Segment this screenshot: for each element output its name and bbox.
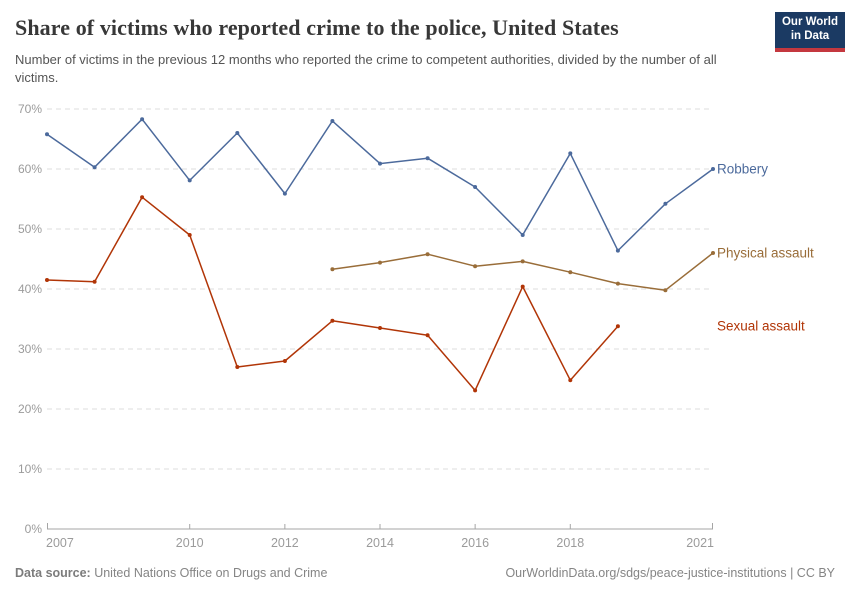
y-tick-label: 70% (18, 102, 42, 116)
data-point[interactable] (473, 388, 478, 393)
data-source-text: Data source: United Nations Office on Dr… (15, 566, 327, 580)
data-point[interactable] (92, 165, 97, 170)
x-tick-label: 2018 (556, 536, 584, 550)
owid-logo-box: Our World in Data (775, 12, 845, 48)
series-end-label: Robbery (717, 162, 768, 177)
x-tick-label: 2010 (176, 536, 204, 550)
series-line[interactable] (46, 118, 714, 252)
data-point[interactable] (282, 359, 287, 363)
owid-logo-line2: in Data (790, 30, 830, 42)
data-point[interactable] (663, 201, 668, 206)
data-point[interactable] (711, 251, 715, 255)
data-point[interactable] (378, 326, 382, 330)
data-point[interactable] (140, 117, 145, 122)
x-tick-label: 2007 (46, 536, 74, 550)
y-tick-label: 20% (18, 402, 42, 416)
owid-logo[interactable]: Our World in Data (775, 12, 845, 52)
chart-svg: 0% 10% 20% 30% 40% 50% 60% 70% 2007 2010 2012 2014 2… (18, 102, 814, 550)
data-point[interactable] (330, 267, 335, 272)
series-sexual-assault[interactable]: Sexual assault (45, 195, 805, 393)
x-tick-label: 2021 (686, 536, 714, 550)
data-point[interactable] (187, 178, 192, 183)
data-point[interactable] (45, 278, 49, 282)
owid-logo-stripe (775, 48, 845, 52)
data-point[interactable] (520, 284, 525, 289)
data-point[interactable] (663, 288, 668, 293)
page-title: Share of victims who reported crime to t… (15, 15, 619, 40)
data-point[interactable] (520, 259, 525, 264)
data-point[interactable] (378, 260, 382, 265)
data-point[interactable] (425, 333, 430, 338)
y-tick-label: 60% (18, 162, 42, 176)
data-point[interactable] (187, 233, 192, 237)
data-source-label: Data source: (15, 566, 91, 580)
series-robbery[interactable]: Robbery (45, 117, 768, 253)
data-point[interactable] (45, 132, 49, 137)
owid-logo-line1: Our World (781, 16, 838, 29)
data-point[interactable] (473, 185, 478, 189)
y-tick-label: 50% (18, 222, 42, 236)
data-point[interactable] (615, 248, 620, 253)
data-point[interactable] (330, 318, 335, 323)
data-source-value: United Nations Office on Drugs and Crime (90, 566, 328, 580)
data-point[interactable] (140, 195, 145, 200)
data-point[interactable] (568, 151, 573, 156)
x-tick-label: 2014 (366, 536, 394, 550)
data-point[interactable] (568, 378, 573, 383)
y-tick-label: 10% (18, 462, 42, 476)
data-point[interactable] (520, 233, 525, 237)
chart-subtitle: Number of victims in the previous 12 mon… (15, 52, 717, 86)
data-point[interactable] (615, 324, 620, 329)
credit-link[interactable]: OurWorldinData.org/sdgs/peace-justice-in… (505, 566, 835, 580)
data-point[interactable] (425, 156, 430, 161)
y-tick-label: 0% (25, 522, 43, 536)
y-tick-label: 30% (18, 342, 42, 356)
x-tick-label: 2016 (461, 536, 489, 550)
data-point[interactable] (92, 279, 97, 284)
data-point[interactable] (282, 191, 287, 196)
data-point[interactable] (235, 131, 240, 135)
data-point[interactable] (568, 270, 573, 275)
x-tick-label: 2012 (271, 536, 299, 550)
chart-footer: Data source: United Nations Office on Dr… (15, 566, 835, 580)
series-physical-assault[interactable]: Physical assault (330, 246, 814, 293)
data-point[interactable] (330, 119, 335, 123)
data-point[interactable] (235, 365, 240, 369)
y-tick-label: 40% (18, 282, 42, 296)
series-end-label: Sexual assault (717, 319, 805, 334)
series-end-label: Physical assault (717, 246, 814, 261)
data-point[interactable] (425, 252, 430, 257)
series-line[interactable] (46, 196, 619, 392)
data-point[interactable] (615, 281, 620, 286)
data-point[interactable] (473, 264, 478, 269)
data-point[interactable] (378, 161, 382, 166)
data-point[interactable] (711, 167, 715, 171)
